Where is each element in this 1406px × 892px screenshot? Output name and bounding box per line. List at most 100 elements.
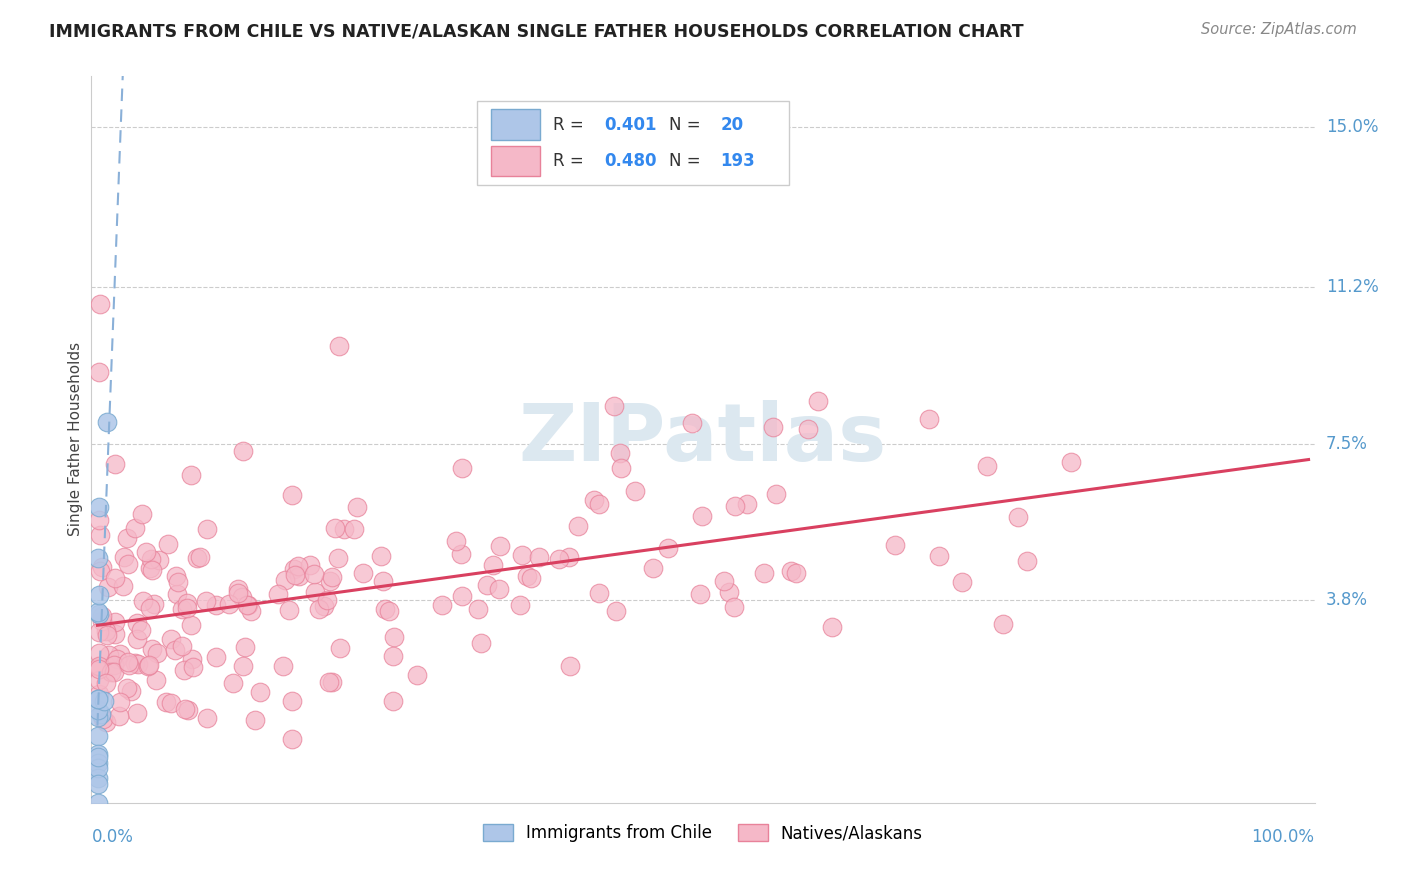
Point [145,646,167,660]
Point [304,584,326,599]
Text: 3.8%: 3.8% [1326,591,1368,609]
Point [155,695,177,709]
Point [321,675,343,690]
Point [205,599,228,613]
Legend: Immigrants from Chile, Natives/Alaskans: Immigrants from Chile, Natives/Alaskans [477,817,929,849]
Point [430,599,453,613]
Point [90,559,112,574]
Point [160,696,183,710]
Point [588,586,610,600]
Point [326,551,349,566]
Text: 0.0%: 0.0% [91,828,134,846]
Text: 7.5%: 7.5% [1326,434,1368,452]
Point [87,756,110,770]
Text: R =: R = [553,152,589,169]
Point [779,564,801,578]
Point [100,665,122,680]
Point [785,566,807,580]
Point [527,550,550,565]
Point [103,657,125,672]
Point [87,772,110,786]
Point [138,561,160,575]
Point [87,662,110,676]
Text: Source: ZipAtlas.com: Source: ZipAtlas.com [1201,22,1357,37]
Point [195,522,218,536]
Point [583,493,606,508]
Text: 20: 20 [720,116,744,134]
Point [765,487,787,501]
Point [96,627,118,641]
Point [603,399,626,413]
Point [135,544,157,558]
Point [319,574,342,588]
Point [681,417,703,431]
Point [281,731,304,746]
Point [195,711,218,725]
Point [104,571,127,585]
Point [166,568,188,582]
Point [343,523,366,537]
Point [520,571,543,585]
Point [87,673,110,687]
Point [381,649,404,664]
Point [143,597,166,611]
Point [97,580,120,594]
Point [690,509,713,524]
Point [104,458,127,472]
Point [240,604,263,618]
Point [165,642,187,657]
Point [176,601,198,615]
Point [444,533,467,548]
Point [450,590,472,604]
Point [160,632,183,647]
Point [87,606,110,620]
Point [87,550,110,565]
Point [328,339,350,353]
Point [127,657,149,671]
Point [509,598,531,612]
Point [89,528,111,542]
Point [302,566,325,581]
Point [467,602,489,616]
Point [145,673,167,687]
Point [381,694,404,708]
Point [115,531,138,545]
Point [374,602,396,616]
Point [87,777,110,791]
Point [287,559,309,574]
Point [124,521,146,535]
Point [333,522,356,536]
Point [173,663,195,677]
Point [510,548,533,562]
Point [141,563,163,577]
Point [516,569,538,583]
Point [132,594,155,608]
Point [281,694,304,708]
Point [883,539,905,553]
Point [233,640,256,654]
Point [103,665,125,679]
Point [318,675,340,690]
Point [181,652,204,666]
Point [156,537,179,551]
Point [488,582,510,597]
Point [177,703,200,717]
Point [87,365,110,379]
Point [131,507,153,521]
Point [807,394,830,409]
Point [610,461,633,475]
Point [105,652,128,666]
Point [281,488,304,502]
Point [90,707,112,722]
Point [87,659,110,673]
Point [117,557,139,571]
Text: 0.480: 0.480 [605,152,657,169]
Point [796,422,818,436]
Point [236,598,259,612]
Point [93,694,115,708]
Text: 0.401: 0.401 [605,116,657,134]
Point [96,624,118,639]
Point [87,687,110,701]
Point [87,749,110,764]
Point [547,551,569,566]
